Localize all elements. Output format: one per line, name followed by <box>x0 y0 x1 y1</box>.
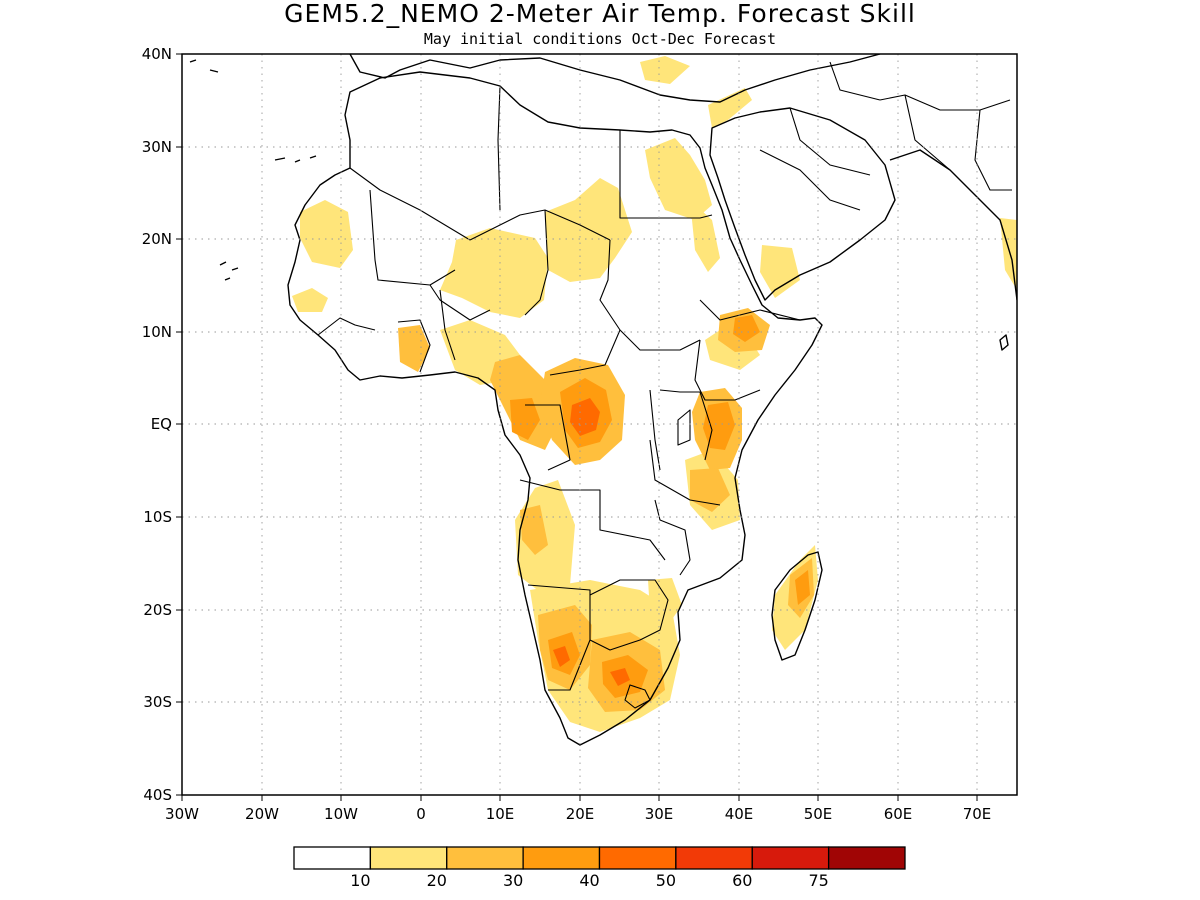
lat-tick-label: 10N <box>142 323 172 341</box>
lon-tick-label: 40E <box>725 805 754 823</box>
skill-region-ethiopia-core <box>733 315 760 342</box>
country-borders <box>317 61 1012 709</box>
lon-tick-label: 20E <box>566 805 595 823</box>
colorbar: 10 20 30 40 50 60 75 <box>293 846 906 890</box>
colorbar-swatch <box>827 846 906 870</box>
asia-coastline <box>889 149 1017 301</box>
sri-lanka <box>999 334 1009 351</box>
skill-region-ghana <box>398 325 430 372</box>
lon-tick-label: 70E <box>963 805 992 823</box>
colorbar-label: 75 <box>808 871 828 890</box>
colorbar-swatch <box>293 846 372 870</box>
skill-region-angola-south <box>520 505 548 555</box>
colorbar-label: 30 <box>503 871 523 890</box>
colorbar-label: 50 <box>656 871 676 890</box>
skill-region-madagascar-inner <box>795 570 810 605</box>
skill-region-namibia-peak <box>553 646 570 667</box>
skill-region-congo <box>510 398 540 440</box>
colorbar-swatch <box>675 846 753 870</box>
madeira <box>189 59 219 73</box>
lat-tick-label: EQ <box>151 415 172 433</box>
africa-coastline <box>287 71 823 746</box>
skill-region-sahel-west <box>440 228 548 318</box>
madagascar-coastline <box>771 551 823 661</box>
skill-region-europe <box>640 56 690 84</box>
lon-tick-label: 10E <box>486 805 515 823</box>
colorbar-swatch <box>751 846 830 870</box>
skill-region-mozambique <box>648 578 682 625</box>
colorbar-swatch <box>522 846 601 870</box>
colorbar-label: 40 <box>579 871 599 890</box>
lat-tick-label: 20N <box>142 230 172 248</box>
lon-tick-label: 30E <box>645 805 674 823</box>
europe-coastline <box>349 54 881 103</box>
map-title: GEM5.2_NEMO 2-Meter Air Temp. Forecast S… <box>284 0 916 28</box>
latitude-axis: 40N 30N 20N 10N EQ 10S 20S 30S 40S <box>142 45 182 804</box>
graticule <box>182 54 1017 795</box>
colorbar-label: 60 <box>732 871 752 890</box>
lon-tick-label: 10W <box>324 805 358 823</box>
cape-verde <box>219 261 239 281</box>
coastlines <box>189 54 1017 746</box>
map-subtitle: May initial conditions Oct-Dec Forecast <box>424 30 776 48</box>
skill-region-sa-peak <box>610 668 630 686</box>
colorbar-label: 10 <box>350 871 370 890</box>
skill-region-sahel-central <box>545 178 632 282</box>
colorbar-swatch <box>369 846 448 870</box>
lat-tick-label: 40S <box>143 786 172 804</box>
skill-region-west-sahara <box>300 200 353 268</box>
longitude-axis: 30W 20W 10W 0 10E 20E 30E 40E 50E 60E 70… <box>165 795 991 823</box>
skill-region-kenya <box>703 402 735 450</box>
lat-tick-label: 40N <box>142 45 172 63</box>
colorbar-swatch <box>598 846 677 870</box>
arabia-coastline <box>709 107 896 301</box>
lon-tick-label: 20W <box>245 805 279 823</box>
colorbar-label: 20 <box>427 871 447 890</box>
lon-tick-label: 0 <box>416 805 426 823</box>
lat-tick-label: 10S <box>143 508 172 526</box>
lat-tick-label: 20S <box>143 601 172 619</box>
lat-tick-label: 30S <box>143 693 172 711</box>
lat-tick-label: 30N <box>142 138 172 156</box>
skill-region-senegal <box>292 288 328 312</box>
lon-tick-label: 60E <box>884 805 913 823</box>
skill-region-central-peak <box>570 398 600 436</box>
skill-region-arabia <box>760 245 800 298</box>
colorbar-swatch <box>446 846 524 870</box>
lon-tick-label: 50E <box>804 805 833 823</box>
skill-region-levant <box>708 88 752 128</box>
lon-tick-label: 30W <box>165 805 199 823</box>
skill-region-tanzania <box>690 468 730 512</box>
canary-islands <box>274 155 317 163</box>
skill-region-libya-egypt <box>645 138 712 220</box>
